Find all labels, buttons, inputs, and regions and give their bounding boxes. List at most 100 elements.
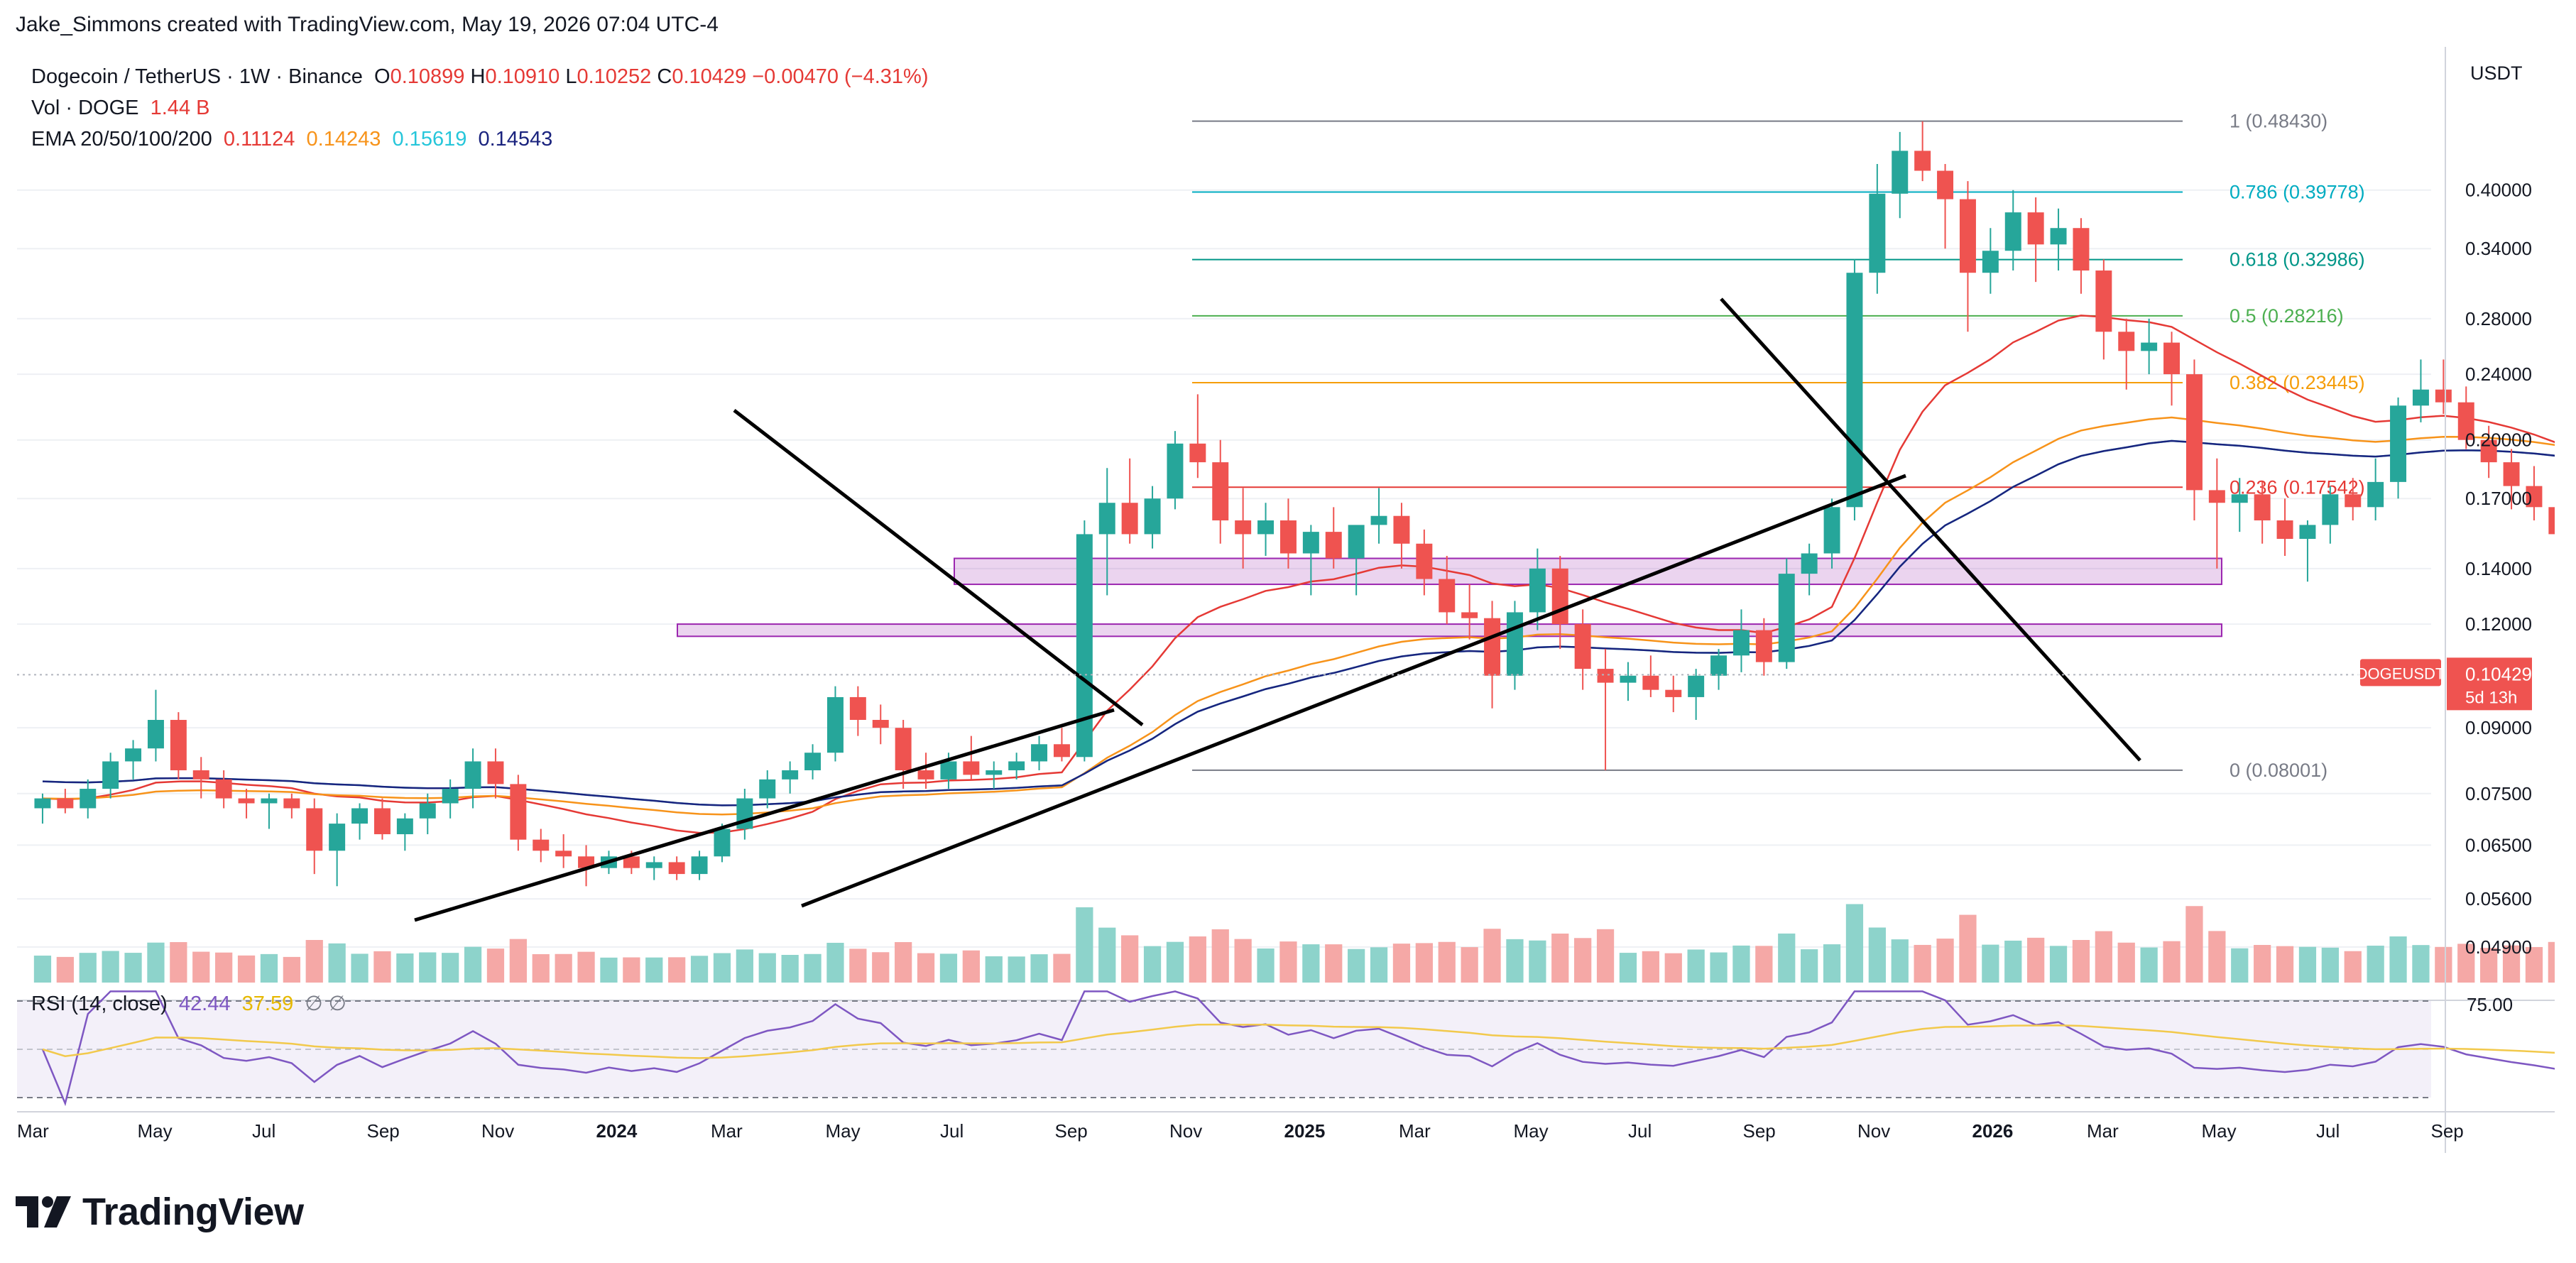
- candle-body: [1484, 618, 1501, 676]
- candle: [895, 720, 912, 789]
- trendlines: [414, 297, 2141, 922]
- candle-body: [1529, 568, 1546, 613]
- candle-body: [1778, 574, 1795, 662]
- current-price-tag: [2447, 657, 2532, 711]
- volume-bar: [56, 956, 74, 983]
- volume-bar: [577, 951, 595, 983]
- volume-bar: [1121, 935, 1139, 983]
- candle: [1144, 486, 1161, 549]
- volume-label[interactable]: Vol · DOGE: [31, 97, 139, 119]
- price-tick-label: 0.40000: [2465, 180, 2532, 201]
- candle-body: [2480, 439, 2497, 463]
- candle: [125, 740, 142, 780]
- candle-body: [826, 696, 844, 753]
- candle-body: [238, 798, 255, 804]
- candle-body: [1959, 199, 1976, 273]
- price-tick-label: 0.09000: [2465, 717, 2532, 738]
- candle-body: [1937, 170, 1954, 199]
- candle-body: [1801, 553, 1818, 574]
- volume-bar: [1506, 939, 1524, 983]
- candle-body: [1823, 507, 1840, 554]
- candle: [1574, 609, 1591, 690]
- time-tick-label: Jul: [252, 1120, 275, 1142]
- candle-body: [1235, 520, 1252, 535]
- volume-bar: [2254, 945, 2271, 983]
- volume-bar: [555, 953, 572, 983]
- volume-bar: [1574, 938, 1592, 983]
- time-tick-label: Jul: [1628, 1120, 1652, 1142]
- volume-bar: [758, 953, 776, 983]
- ema-label[interactable]: EMA 20/50/100/200: [31, 128, 212, 151]
- volume-bar: [2276, 946, 2294, 983]
- candle: [691, 851, 708, 880]
- candle-body: [283, 798, 300, 809]
- change-value: −0.00470 (−4.31%): [752, 65, 929, 88]
- candle-body: [306, 808, 323, 851]
- candle-body: [1279, 520, 1297, 554]
- trendline: [414, 708, 1115, 922]
- candle: [238, 789, 255, 819]
- candle-body: [1031, 744, 1048, 762]
- ema20-value: 0.11124: [223, 128, 295, 151]
- price-axis: USDT 0.40000 0.34000 0.28000 0.24000 0.20000 0…: [17, 47, 2532, 1153]
- volume-bar: [2140, 947, 2158, 983]
- volume-bar: [623, 957, 640, 983]
- volume-bar: [1076, 907, 1093, 983]
- symbol-name[interactable]: Dogecoin / TetherUS · 1W · Binance: [31, 65, 363, 88]
- volume-bar: [79, 953, 97, 983]
- time-tick-label: Sep: [2431, 1120, 2464, 1142]
- candle: [1370, 488, 1387, 544]
- candle: [826, 686, 844, 762]
- volume-bar: [33, 956, 52, 983]
- candle-body: [1620, 675, 1637, 683]
- candle: [261, 793, 278, 829]
- candle-body: [1688, 675, 1705, 697]
- candle: [2322, 486, 2339, 544]
- trendline: [733, 409, 1144, 726]
- candle: [2548, 507, 2555, 535]
- volume-row: Vol · DOGE 1.44 B: [31, 92, 929, 124]
- candle: [1665, 675, 1682, 713]
- time-axis: Mar May Jul Sep Nov 2024 Mar May Jul Sep Nov 2025 Ma…: [17, 1111, 2555, 1142]
- candle: [170, 712, 187, 780]
- candle-body: [351, 808, 369, 824]
- volume-bar: [283, 956, 300, 983]
- volume-bar: [1483, 929, 1501, 983]
- volume-bar: [1823, 944, 1841, 983]
- candle: [736, 789, 753, 840]
- price-tick-label: 0.14000: [2465, 558, 2532, 579]
- volume-bar: [1008, 956, 1025, 983]
- volume-bar: [2027, 937, 2045, 983]
- low-value: 0.10252: [577, 65, 652, 88]
- rsi-label[interactable]: RSI (14, close): [31, 993, 168, 1015]
- candle-body: [2276, 520, 2293, 540]
- candle-body: [1982, 251, 1999, 273]
- candle-body: [2345, 494, 2362, 508]
- candle: [442, 779, 459, 819]
- candle: [192, 757, 209, 799]
- candle-body: [34, 798, 51, 809]
- candle: [2503, 449, 2520, 510]
- tradingview-logo[interactable]: TradingView: [16, 1187, 304, 1237]
- volume-bar: [1868, 927, 1886, 983]
- price-chart[interactable]: 1 (0.48430) 0.786 (0.39778) 0.618 (0.32986…: [17, 47, 2555, 1153]
- volume-bar: [962, 950, 980, 983]
- rsi-level-label: 75.00: [2467, 994, 2513, 1015]
- candle-body: [2095, 270, 2112, 332]
- candle: [2185, 359, 2203, 521]
- volume-bar: [849, 948, 867, 983]
- candle: [1416, 529, 1433, 596]
- price-tick-label: 0.34000: [2465, 238, 2532, 259]
- candle-body: [963, 761, 980, 775]
- candle: [963, 736, 980, 780]
- time-tick-label: Nov: [481, 1120, 514, 1142]
- time-tick-label: Nov: [1857, 1120, 1890, 1142]
- candle-body: [510, 784, 527, 840]
- candle: [2231, 478, 2248, 532]
- volume-bar: [509, 939, 527, 983]
- volume-bar: [1279, 941, 1297, 983]
- rsi-value: 42.44: [178, 993, 231, 1015]
- volume-bar: [1732, 945, 1750, 983]
- volume-bar: [668, 957, 686, 983]
- candle-body: [2526, 486, 2543, 508]
